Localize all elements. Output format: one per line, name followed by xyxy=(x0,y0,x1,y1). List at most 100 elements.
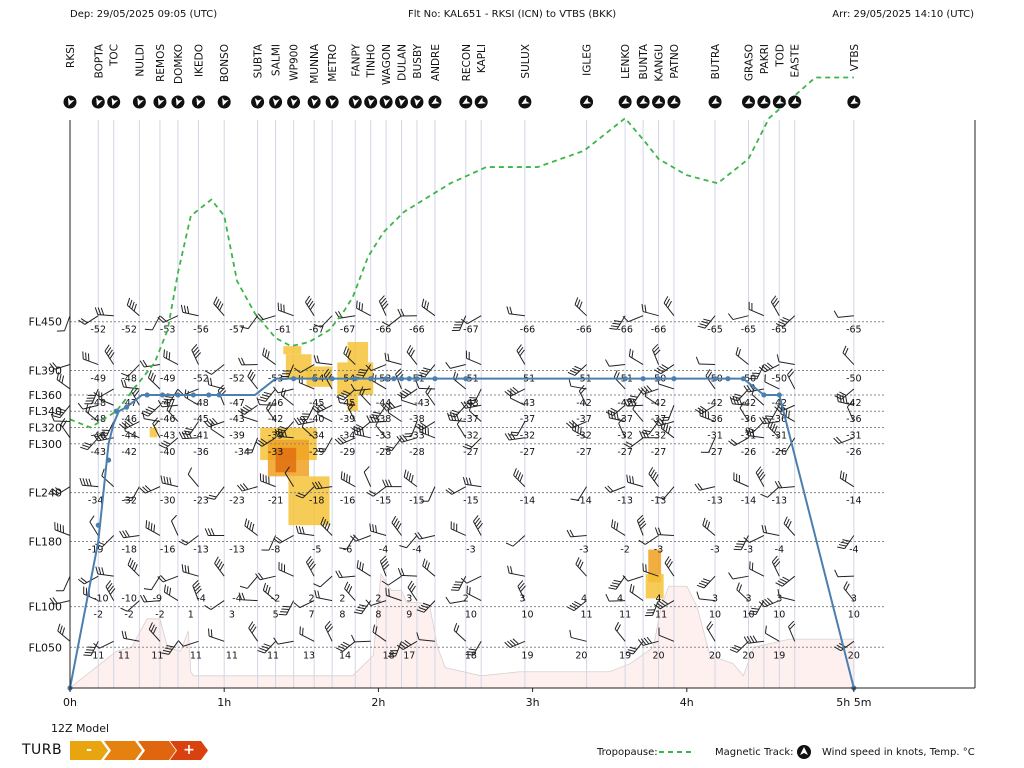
magnetic-track-icon xyxy=(153,95,167,109)
wind-barb xyxy=(158,437,179,449)
wind-barb xyxy=(305,555,316,577)
wind-barb xyxy=(77,402,99,410)
wind-barb xyxy=(837,535,855,550)
temperature-label: -32 xyxy=(651,431,667,442)
wind-barb xyxy=(240,315,259,330)
wind-barb xyxy=(466,585,482,602)
wind-barb xyxy=(758,362,780,373)
temperature-label: -48 xyxy=(91,398,107,409)
wind-barb xyxy=(578,384,588,406)
temperature-label: -42 xyxy=(121,447,137,458)
wind-barb xyxy=(416,600,436,613)
temperature-label: -28 xyxy=(376,447,392,458)
wind-barb xyxy=(293,600,315,609)
wind-barb xyxy=(248,621,259,642)
magnetic-track-icon xyxy=(772,95,786,109)
tropopause-legend-line xyxy=(659,751,695,753)
wind-barb xyxy=(391,515,402,536)
wind-barb xyxy=(141,404,161,417)
temperature-label: 3 xyxy=(851,593,857,604)
temperature-label: -61 xyxy=(276,325,292,336)
waypoint-name: RKSI xyxy=(65,44,77,68)
wind-barb xyxy=(181,564,199,577)
waypoint-name: DOMKO xyxy=(173,44,185,84)
wind-barb xyxy=(642,563,659,577)
wind-barb xyxy=(839,470,855,488)
temperature-label: -16 xyxy=(340,496,356,507)
flight-level-label: FL390 xyxy=(29,365,62,378)
wind-barb xyxy=(416,632,435,642)
wind-barb xyxy=(141,411,161,423)
temperature-label: -43 xyxy=(91,447,107,458)
temperature-label: -67 xyxy=(309,325,325,336)
wind-barb xyxy=(572,422,587,439)
wind-barb xyxy=(365,599,387,607)
wind-barb xyxy=(506,306,525,317)
temperature-label: -31 xyxy=(707,431,723,442)
waypoint-name: WP900 xyxy=(289,44,301,81)
wind-barb xyxy=(513,468,526,487)
wind-barb xyxy=(365,364,387,371)
temperature-label: -48 xyxy=(193,398,209,409)
wind-barb xyxy=(575,557,587,577)
wind-barb xyxy=(663,296,675,317)
temperature-label: 11 xyxy=(267,650,279,661)
wind-barb xyxy=(764,374,780,390)
route-waypoint-marker xyxy=(622,376,628,382)
route-waypoint-marker xyxy=(463,376,469,382)
turbulence-patch xyxy=(288,476,330,526)
turbulence-legend-moderate xyxy=(104,741,142,760)
wind-barb xyxy=(445,362,466,369)
waypoint-name: DULAN xyxy=(397,44,409,81)
wind-barb xyxy=(622,315,644,323)
temperature-label: -2 xyxy=(124,610,133,621)
temperature-label: -39 xyxy=(340,414,356,425)
wind-barb xyxy=(660,405,675,421)
route-waypoint-marker xyxy=(175,392,181,398)
turbulence-patch xyxy=(275,447,297,473)
waypoint-name: PAKRI xyxy=(759,44,771,74)
temperature-label: -42 xyxy=(651,398,667,409)
wind-barb xyxy=(761,524,780,536)
wind-barb xyxy=(324,620,334,642)
temperature-label: -14 xyxy=(520,496,536,507)
temperature-label: -65 xyxy=(846,325,862,336)
temperature-label: -67 xyxy=(340,325,356,336)
wind-barb xyxy=(774,480,795,489)
magnetic-track-icon xyxy=(107,95,121,109)
turbulence-light-sign: - xyxy=(86,742,92,758)
temperature-label: -33 xyxy=(376,431,392,442)
temperature-label: -66 xyxy=(651,325,667,336)
flight-number: Flt No: KAL651 - RKSI (ICN) to VTBS (BKK… xyxy=(408,9,617,20)
temperature-label: -3 xyxy=(744,544,753,555)
temperature-label: -39 xyxy=(268,431,284,442)
temperature-label: -16 xyxy=(160,544,176,555)
temperature-label: -42 xyxy=(741,398,757,409)
wind-barb xyxy=(299,405,315,421)
wind-barb xyxy=(261,535,277,551)
temperature-label: -13 xyxy=(772,496,788,507)
temperature-label: -23 xyxy=(229,496,245,507)
wind-barb xyxy=(98,391,114,406)
temperature-label: -13 xyxy=(651,496,667,507)
temperature-label: -39 xyxy=(229,431,245,442)
wind-barb xyxy=(605,359,626,367)
waypoint-name: WAGON xyxy=(381,44,393,85)
wind-barb xyxy=(262,347,276,365)
wind-barb xyxy=(334,436,356,445)
x-tick-label: 1h xyxy=(217,696,231,709)
turbulence-legend-severe: + xyxy=(170,741,208,760)
waypoint-name: SULUX xyxy=(520,44,532,79)
magnetic-track-icon xyxy=(325,95,339,109)
magnetic-track-icon xyxy=(348,95,362,109)
temperature-label: -34 xyxy=(340,431,356,442)
wind-barb xyxy=(157,575,179,583)
temperature-label: -45 xyxy=(309,398,325,409)
wind-barb xyxy=(52,404,71,419)
wind-barb xyxy=(421,298,436,317)
flight-level-label: FL320 xyxy=(29,422,62,435)
temperature-label: -36 xyxy=(741,414,757,425)
temperature-label: -49 xyxy=(91,374,107,385)
wind-barb xyxy=(504,638,526,649)
wind-barb xyxy=(265,401,277,422)
